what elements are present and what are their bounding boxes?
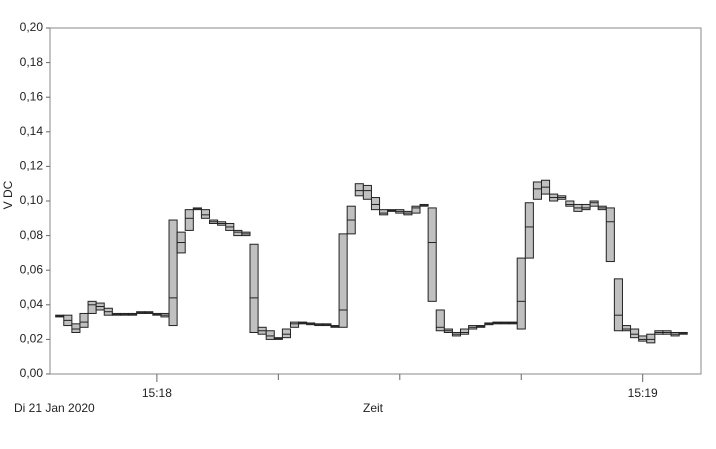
range-box [168, 219, 178, 327]
x-tick-label: 15:18 [142, 386, 172, 400]
range-box [605, 207, 615, 263]
range-box [516, 257, 526, 330]
y-tick-label: 0,14 [20, 124, 44, 138]
range-box [638, 335, 648, 342]
y-tick-label: 0,04 [20, 297, 44, 311]
y-tick-label: 0,00 [20, 366, 44, 380]
y-tick-label: 0,18 [20, 55, 44, 69]
range-box [630, 328, 640, 339]
x-tick-label: 15:19 [628, 386, 658, 400]
range-box [621, 325, 632, 332]
range-box [435, 309, 445, 332]
date-label: Di 21 Jan 2020 [14, 401, 95, 415]
range-box [233, 229, 243, 237]
y-axis-title: V DC [1, 180, 15, 209]
x-axis-title: Zeit [363, 401, 384, 415]
y-tick-label: 0,16 [20, 89, 44, 103]
range-box [338, 233, 348, 328]
range-box [87, 300, 97, 314]
y-tick-label: 0,12 [20, 159, 44, 173]
range-box [524, 202, 534, 259]
y-tick-label: 0,08 [20, 228, 44, 242]
range-box [646, 333, 656, 344]
range-box [565, 200, 575, 207]
range-box [200, 209, 211, 219]
range-box [281, 328, 291, 339]
range-box [354, 183, 364, 197]
range-box [411, 205, 421, 214]
range-box [289, 321, 300, 328]
y-tick-label: 0,06 [20, 262, 44, 276]
range-box [79, 312, 89, 328]
y-tick-label: 0,10 [20, 193, 44, 207]
range-box [379, 209, 389, 216]
range-box [460, 328, 470, 335]
range-box [581, 203, 591, 211]
range-box [589, 200, 599, 207]
y-tick-label: 0,20 [20, 20, 44, 34]
range-box [532, 181, 542, 200]
range-box [362, 184, 372, 200]
y-tick-label: 0,02 [20, 332, 44, 346]
range-box [265, 330, 275, 340]
range-box [184, 209, 194, 231]
range-box [427, 207, 437, 302]
range-box [249, 243, 259, 333]
range-box [71, 323, 81, 333]
range-box [613, 278, 623, 332]
range-box [370, 197, 381, 211]
